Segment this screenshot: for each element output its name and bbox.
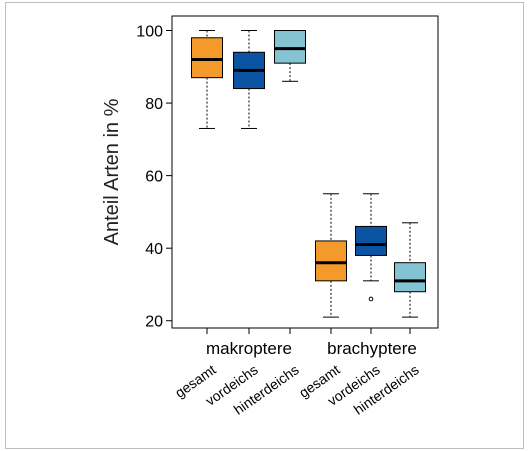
plot-area-border — [171, 15, 439, 329]
y-tick-label: 40 — [145, 241, 163, 258]
box-body — [191, 37, 223, 79]
boxes — [191, 30, 426, 318]
y-tick-label: 80 — [145, 96, 163, 113]
y-axis: 20 40 60 80 100 — [136, 24, 172, 331]
y-tick-label: 60 — [145, 169, 163, 186]
group-label-brachyptere: brachyptere — [327, 339, 417, 358]
box-body — [355, 225, 387, 256]
y-axis-title: Anteil Arten in % — [101, 98, 123, 245]
box-brachyptere-vordeichs — [355, 193, 387, 302]
box-makroptere-vordeichs — [233, 30, 265, 129]
y-tick-label: 20 — [145, 314, 163, 331]
outlier-point — [368, 296, 374, 302]
box-makroptere-gesamt — [191, 30, 223, 129]
y-tick-label: 100 — [136, 24, 163, 41]
box-brachyptere-gesamt — [315, 193, 347, 318]
group-label-makroptere: makroptere — [206, 339, 292, 358]
box-body — [315, 240, 347, 282]
box-brachyptere-hinterdeichs — [394, 222, 426, 318]
category-labels: gesamtvordeichshinterdeichsgesamtvordeic… — [172, 361, 422, 417]
box-makroptere-hinterdeichs — [274, 30, 306, 82]
box-body — [394, 262, 426, 293]
group-labels: makroptere brachyptere — [206, 339, 417, 358]
box-body — [274, 30, 306, 64]
x-axis — [206, 328, 411, 334]
